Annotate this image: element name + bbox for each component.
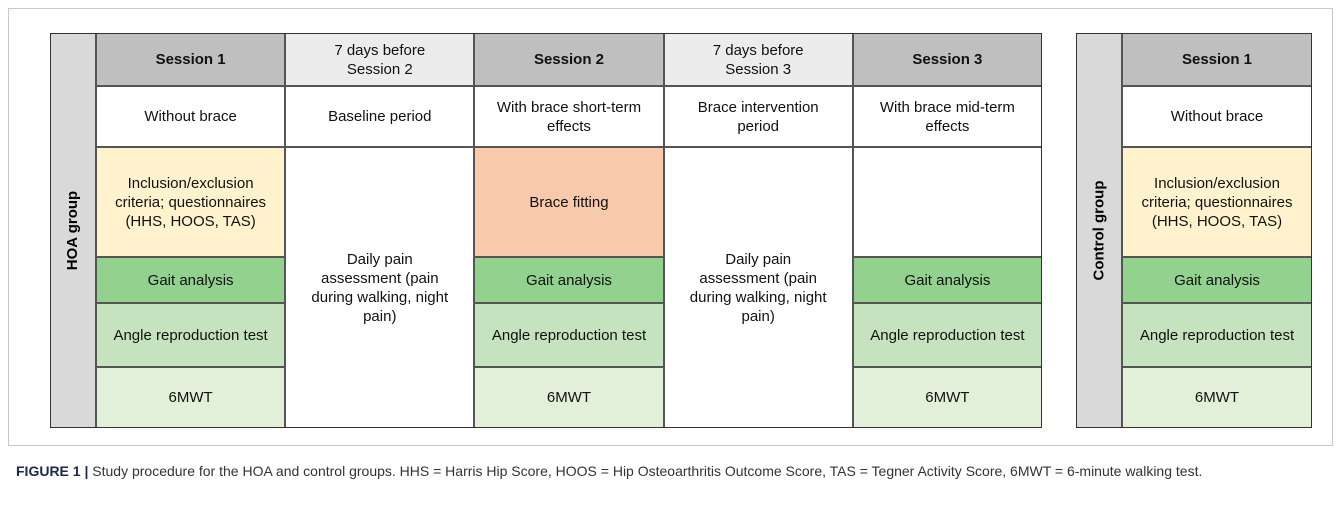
caption-label: FIGURE 1 | <box>16 463 89 479</box>
column-header: Session 1 <box>96 33 286 86</box>
cell: With brace short-term effects <box>474 86 664 147</box>
group-label-cell: Control group <box>1076 33 1122 428</box>
cell: Angle reproduction test <box>1122 303 1312 367</box>
cell: Angle reproduction test <box>96 303 286 367</box>
cell: 6MWT <box>474 367 664 428</box>
cell: Angle reproduction test <box>852 303 1042 367</box>
cell: Gait analysis <box>1122 257 1312 303</box>
empty-cell <box>852 147 1042 257</box>
figure-frame <box>8 8 1333 446</box>
group-label: HOA group <box>64 190 82 271</box>
column-header: Session 1 <box>1122 33 1312 86</box>
caption: FIGURE 1 | Study procedure for the HOA a… <box>16 462 1306 481</box>
column-header: 7 days before Session 3 <box>663 33 853 86</box>
cell: Brace intervention period <box>663 86 853 147</box>
cell: 6MWT <box>852 367 1042 428</box>
cell: Baseline period <box>285 86 475 147</box>
cell: Daily pain assessment (pain during walki… <box>285 147 475 428</box>
cell: Daily pain assessment (pain during walki… <box>663 147 853 428</box>
cell: Gait analysis <box>96 257 286 303</box>
caption-text: Study procedure for the HOA and control … <box>92 463 1203 479</box>
cell: Inclusion/exclusion criteria; questionna… <box>96 147 286 257</box>
column-header: 7 days before Session 2 <box>285 33 475 86</box>
group-label-cell: HOA group <box>50 33 96 428</box>
column-header: Session 3 <box>852 33 1042 86</box>
cell: Angle reproduction test <box>474 303 664 367</box>
cell: Without brace <box>1122 86 1312 147</box>
cell: Brace fitting <box>474 147 664 257</box>
cell: Gait analysis <box>474 257 664 303</box>
cell: 6MWT <box>96 367 286 428</box>
cell: Without brace <box>96 86 286 147</box>
group-label: Control group <box>1090 180 1108 281</box>
cell: With brace mid-term effects <box>852 86 1042 147</box>
column-header: Session 2 <box>474 33 664 86</box>
cell: 6MWT <box>1122 367 1312 428</box>
cell: Gait analysis <box>852 257 1042 303</box>
cell: Inclusion/exclusion criteria; questionna… <box>1122 147 1312 257</box>
